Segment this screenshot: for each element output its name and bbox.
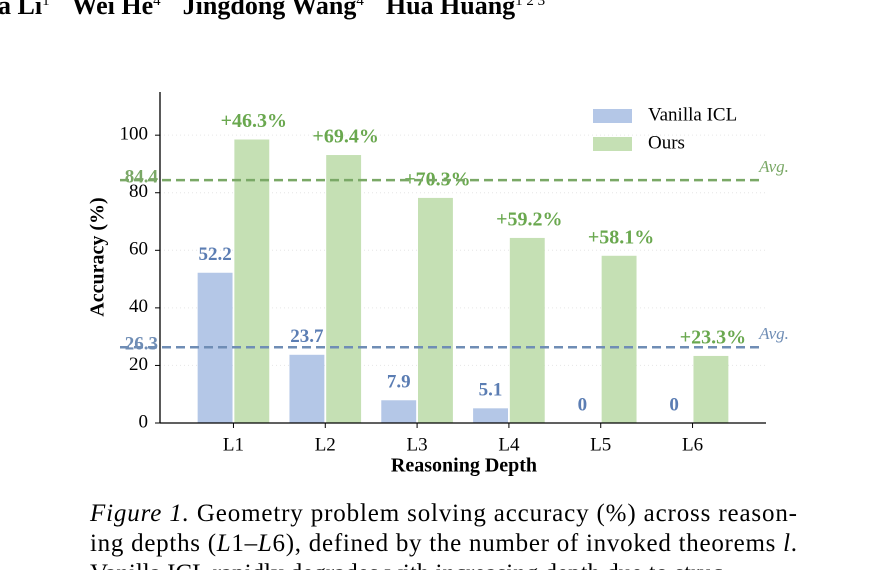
caption-text: L (216, 530, 231, 557)
average-label: Avg. (758, 157, 789, 176)
caption-text: 1– (231, 530, 257, 557)
caption-text: L (257, 530, 272, 557)
caption-text: l (783, 530, 790, 557)
author-name: Hua Huang (386, 0, 515, 20)
value-label: 7.9 (387, 372, 411, 393)
caption-text: Vanilla ICL rapidly degrades with increa… (90, 560, 731, 570)
x-tick-label: L4 (498, 434, 520, 455)
y-tick-label: 60 (129, 239, 148, 260)
gain-label: +23.3% (680, 327, 746, 349)
bar (381, 400, 417, 423)
caption-line: ing depths (L1–L6), defined by the numbe… (90, 530, 797, 557)
value-label: 0 (669, 394, 679, 415)
bar (473, 408, 508, 423)
x-tick-label: L2 (315, 434, 336, 455)
gain-label: +70.3% (404, 169, 470, 191)
y-tick-label: 40 (129, 296, 148, 317)
bar (601, 255, 637, 423)
bar (289, 354, 325, 423)
average-value: 84.4 (125, 166, 159, 187)
y-tick-label: 0 (139, 411, 149, 432)
x-axis-label: Reasoning Depth (391, 455, 537, 477)
value-label: 0 (578, 394, 588, 415)
caption-label: Figure 1. (89, 500, 189, 527)
gain-label: +46.3% (221, 110, 287, 132)
average-label: Avg. (758, 324, 789, 343)
gain-label: +59.2% (496, 209, 562, 231)
y-tick-label: 100 (120, 124, 149, 145)
value-label: 23.7 (290, 326, 324, 347)
caption-line: Figure 1. Geometry problem solving accur… (89, 500, 797, 527)
legend-label: Vanilla ICL (648, 104, 737, 125)
bar (509, 237, 545, 423)
x-tick-label: L1 (223, 434, 244, 455)
legend-label: Ours (648, 132, 685, 153)
bar (326, 155, 362, 423)
bar (693, 355, 729, 423)
y-tick-label: 20 (129, 354, 148, 375)
x-tick-label: L3 (407, 434, 428, 455)
caption-text: . (791, 530, 797, 557)
legend-swatch (593, 137, 632, 151)
bar (234, 139, 270, 423)
caption-text: 6), defined by the number of invoked the… (273, 530, 783, 557)
bar (418, 197, 453, 423)
value-label: 52.2 (198, 244, 231, 265)
caption-text: Geometry problem solving accuracy (%) ac… (190, 500, 797, 527)
legend-swatch (593, 109, 632, 123)
x-tick-label: L5 (590, 434, 611, 455)
author-affiliation: 4 (153, 0, 161, 9)
caption-line: Vanilla ICL rapidly degrades with increa… (90, 560, 731, 570)
caption-text: ing depths ( (90, 530, 216, 557)
author-affiliation: 1 2 3 (515, 0, 545, 9)
gain-label: +58.1% (588, 226, 654, 248)
author-name: Wei He (72, 0, 154, 20)
y-axis-label: Accuracy (%) (87, 197, 109, 316)
gain-label: +69.4% (312, 126, 378, 148)
author-name: a Li (0, 0, 42, 20)
value-label: 5.1 (479, 380, 503, 401)
author-line: a Li1 Wei He4 Jingdong Wang4 Hua Huang1 2 3 (0, 0, 545, 20)
author-affiliation: 4 (356, 0, 364, 9)
average-value: 26.3 (125, 334, 158, 355)
bar (197, 272, 233, 423)
author-name: Jingdong Wang (183, 0, 357, 20)
y-tick-label: 80 (129, 181, 148, 202)
author-affiliation: 1 (42, 0, 50, 9)
x-tick-label: L6 (682, 434, 703, 455)
